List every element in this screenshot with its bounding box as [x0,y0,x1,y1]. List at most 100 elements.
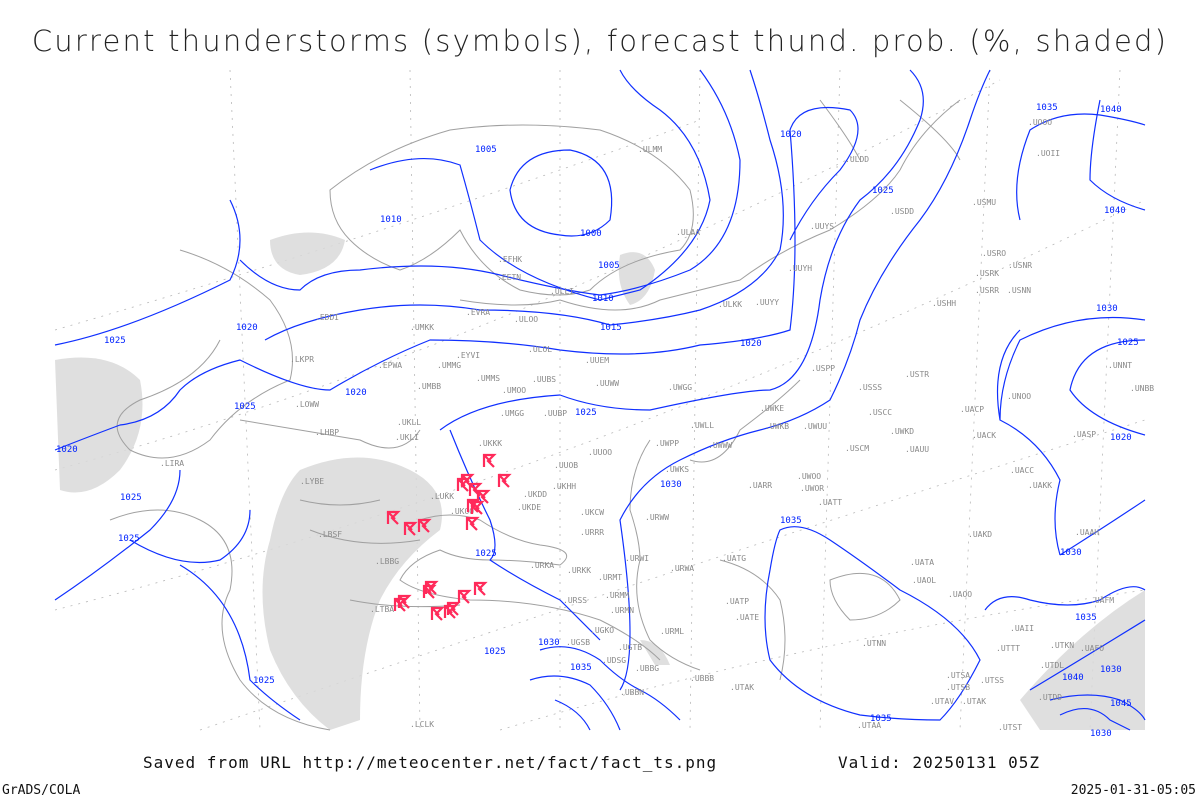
isobar-label: 1035 [780,516,802,526]
station-label: .UUWW [595,379,619,388]
station-label: .UWKD [890,427,914,436]
isobar-label: 1005 [475,145,497,155]
station-label: .UKDE [517,503,541,512]
station-label: .UBBN [620,688,644,697]
station-label: .USRK [975,269,999,278]
station-label: .USCM [845,444,869,453]
station-label: .LHBP [315,428,339,437]
station-label: .ULDD [845,155,869,164]
station-label: .UUBP [543,409,567,418]
station-label: .UGTB [618,643,642,652]
isobar-labels: 1005 1010 1000 1005 1010 1015 1020 1020 1025 1025… [56,103,1139,739]
station-label: .UGSB [566,638,590,647]
station-label: .USRO [982,249,1006,258]
station-label: .UUEM [585,356,609,365]
isobar-label: 1020 [740,339,762,349]
station-label: .UTKN [1050,641,1074,650]
isobar-label: 1025 [118,534,140,544]
station-label: .UMGG [500,409,524,418]
source-url-caption: Saved from URL http://meteocenter.net/fa… [143,753,718,772]
station-label: .UWWW [708,441,732,450]
station-label: .LBSF [318,530,342,539]
station-label: .EPWA [378,361,402,370]
isobar-label: 1030 [660,480,682,490]
thunderstorm-symbol-icon [386,510,401,525]
station-label: .UMKK [410,323,434,332]
station-label: .UWKS [665,465,689,474]
station-label: .UKKK [478,439,502,448]
station-label: .ULMM [638,145,662,154]
isobar-label: 1035 [1036,103,1058,113]
station-label: .UKOO [450,507,474,516]
station-label: .ULKK [718,300,742,309]
station-label: .EETN [497,273,521,282]
station-label: .UARR [748,481,772,490]
thunderstorm-symbol-icon [456,477,471,492]
station-label: .UBBB [690,674,714,683]
thunderstorm-symbol-icon [457,589,472,604]
station-label: .LCLK [410,720,434,729]
isobar-label: 1015 [600,323,622,333]
station-label: .UTST [998,723,1022,732]
station-label: .EVRA [466,308,490,317]
station-label: .UDSG [602,656,626,665]
station-label: .URKK [567,566,591,575]
station-label: .UMBB [417,382,441,391]
isobar-label: 1040 [1104,206,1126,216]
station-label: .USMU [972,198,996,207]
thunderstorm-symbol-icon [422,584,437,599]
isobar-label: 1025 [120,493,142,503]
thunderstorm-symbol-icon [403,521,418,536]
thunderstorm-symbol-icon [476,489,491,504]
coastlines-borders [109,99,961,731]
thunderstorm-symbol-icon [397,594,412,609]
station-label: .UAAH [1075,528,1099,537]
station-label: .UKDD [523,490,547,499]
isobar-label: 1030 [1096,304,1118,314]
isobar-label: 1020 [345,388,367,398]
thunderstorm-symbol-icon [470,500,485,515]
station-label: .UATA [910,558,934,567]
station-label: .UTNN [862,639,886,648]
valid-time: Valid: 20250131 05Z [838,753,1041,772]
software-credit: GrADS/COLA [2,783,81,798]
station-label: .USSS [858,383,882,392]
station-label: .UUYS [810,222,834,231]
thunderstorm-symbol-icon [417,518,432,533]
thunderstorm-symbol-icon [497,473,512,488]
isobar-label: 1000 [580,229,602,239]
station-label: .UWKE [760,404,784,413]
station-label: .ULOO [514,315,538,324]
station-label: .UOII [1036,149,1060,158]
map-title: Current thunderstorms (symbols), forecas… [31,24,1169,58]
station-label: .UMMG [437,361,461,370]
isobar-label: 1005 [598,261,620,271]
station-label: .UNOO [1007,392,1031,401]
station-label: .LOWW [295,400,319,409]
isobar-label: 1020 [236,323,258,333]
station-label: .UAOO [948,590,972,599]
station-label: .UACK [972,431,996,440]
station-label: .LKPR [290,355,314,364]
station-label: .ULLI [550,287,574,296]
station-label: .EFHK [498,255,522,264]
thunderstorm-symbol-icon [482,453,497,468]
station-label: .UGKO [590,626,614,635]
isobar-label: 1025 [872,186,894,196]
station-label: .ULOL [528,345,552,354]
station-label: .UTTT [996,644,1020,653]
station-label: .URKA [530,561,554,570]
station-label: .UWKB [765,422,789,431]
station-label: .USCC [868,408,892,417]
station-label: .UWOR [800,484,824,493]
isobar-label: 1025 [575,408,597,418]
isobar-label: 1020 [780,130,802,140]
thunderstorm-symbol-icon [446,601,461,616]
isobar-label: 1025 [1117,338,1139,348]
station-label: .USDD [890,207,914,216]
station-label: .UNNT [1108,361,1132,370]
station-label: .USNR [1008,261,1032,270]
station-label: .UASP [1072,430,1096,439]
station-label: .UAKD [968,530,992,539]
isobar-label: 1035 [870,714,892,724]
